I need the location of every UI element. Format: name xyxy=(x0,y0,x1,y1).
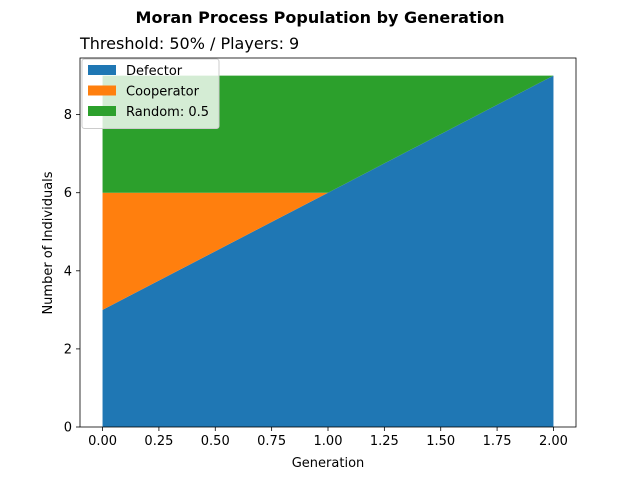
y-tick-label: 6 xyxy=(64,186,72,201)
x-tick-label: 2.00 xyxy=(539,434,568,449)
y-tick-label: 2 xyxy=(64,342,72,357)
x-tick-label: 0.00 xyxy=(88,434,117,449)
chart-title: Moran Process Population by Generation xyxy=(136,8,505,27)
legend-box xyxy=(81,58,220,129)
area-cooperator xyxy=(102,75,554,310)
x-tick-label: 1.50 xyxy=(426,434,455,449)
y-tick-label: 0 xyxy=(64,421,72,436)
y-tick-label: 4 xyxy=(64,264,72,279)
x-tick-label: 1.00 xyxy=(314,434,343,449)
legend-label: Cooperator xyxy=(126,85,200,100)
legend-swatch xyxy=(88,85,116,96)
x-tick-label: 1.25 xyxy=(370,434,399,449)
area-defector xyxy=(102,75,554,428)
y-tick-label: 8 xyxy=(64,108,72,123)
legend: Defector Cooperator Random: 0.5 xyxy=(81,58,220,129)
x-axis-label: Generation xyxy=(292,456,365,471)
axes-group: 0.00 0.25 0.50 0.75 1.00 1.25 1.50 1.75 2.00 0 2 4 6… xyxy=(64,57,577,449)
x-tick-label: 0.25 xyxy=(144,434,173,449)
x-tick-label: 0.50 xyxy=(201,434,230,449)
x-tick-label: 1.75 xyxy=(483,434,512,449)
legend-label: Random: 0.5 xyxy=(126,105,209,120)
legend-swatch xyxy=(88,106,116,116)
chart-subtitle: Threshold: 50% / Players: 9 xyxy=(79,34,299,53)
legend-label: Defector xyxy=(126,64,183,79)
legend-swatch xyxy=(88,65,116,75)
y-axis-label: Number of Individuals xyxy=(41,171,56,314)
x-tick-label: 0.75 xyxy=(257,434,286,449)
